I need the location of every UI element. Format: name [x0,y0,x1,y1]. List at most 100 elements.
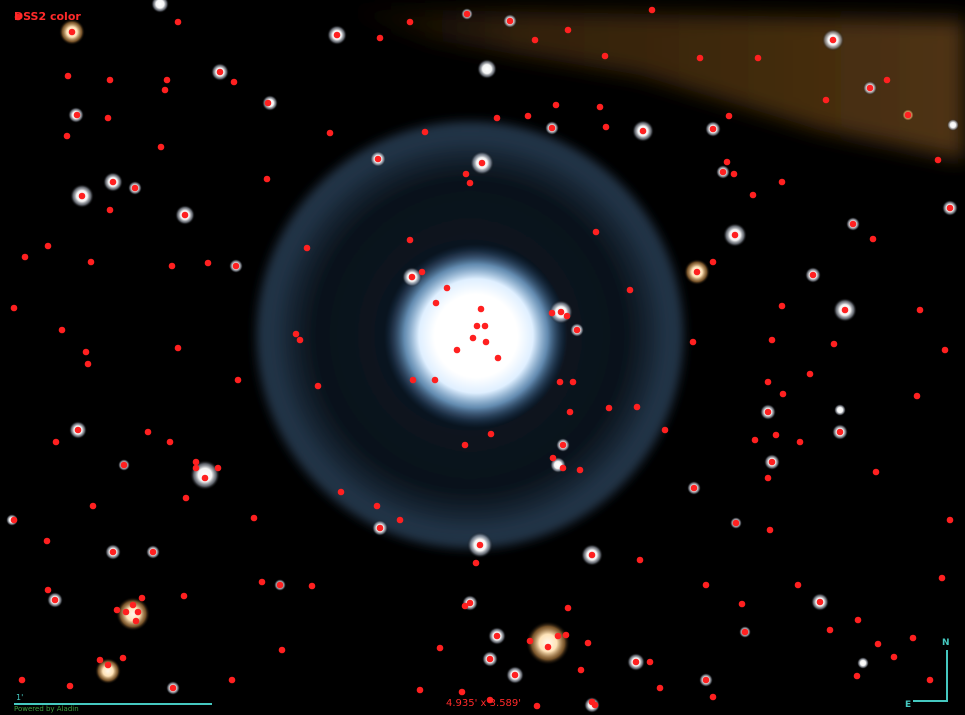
source-marker [374,155,382,163]
source-marker [723,158,731,166]
source-marker [263,175,271,183]
source-marker [461,602,469,610]
source-marker [754,54,762,62]
source-marker [702,676,710,684]
source-marker [109,548,117,556]
source-marker [10,516,18,524]
source-marker [934,156,942,164]
source-marker [132,617,140,625]
source-marker [96,656,104,664]
scale-bar-label: 1' [16,693,24,702]
source-marker [44,586,52,594]
source-marker [564,604,572,612]
source-marker [709,125,717,133]
source-marker [264,99,272,107]
source-marker [314,382,322,390]
source-marker [689,338,697,346]
source-marker [904,111,912,119]
source-marker [303,244,311,252]
source-marker [731,231,739,239]
source-marker [201,474,209,482]
source-marker [174,18,182,26]
source-marker [416,686,424,694]
source-marker [809,271,817,279]
source-marker [109,178,117,186]
source-marker [836,428,844,436]
source-marker [562,631,570,639]
compass: N E [905,638,961,712]
star [526,621,570,665]
source-marker [872,468,880,476]
source-marker [511,671,519,679]
source-marker [709,693,717,701]
compass-north-arrow [946,650,948,702]
source-marker [182,494,190,502]
source-marker [58,326,66,334]
source-marker [646,658,654,666]
source-marker [43,537,51,545]
source-marker [228,676,236,684]
source-marker [478,159,486,167]
source-marker [78,192,86,200]
source-marker [588,698,596,706]
source-marker [639,127,647,135]
source-marker [113,606,121,614]
source-marker [84,360,92,368]
source-marker [563,312,571,320]
source-marker [68,28,76,36]
source-marker [292,330,300,338]
source-marker [531,36,539,44]
source-marker [74,426,82,434]
source-marker [693,268,701,276]
source-marker [476,541,484,549]
source-marker [566,408,574,416]
source-marker [822,96,830,104]
source-marker [853,672,861,680]
source-marker [633,403,641,411]
source-marker [866,84,874,92]
source-marker [10,304,18,312]
source-marker [926,676,934,684]
source-marker [632,658,640,666]
source-marker [874,640,882,648]
source-marker [63,132,71,140]
field-of-view-label: 4.935' x 3.589' [446,698,522,709]
source-marker [588,551,596,559]
scale-bar [14,703,212,705]
source-marker [431,376,439,384]
compass-east-arrow [913,700,948,702]
source-marker [406,18,414,26]
source-marker [506,17,514,25]
source-marker [559,441,567,449]
source-marker [104,661,112,669]
source-marker [14,13,22,21]
source-marker [461,441,469,449]
source-marker [232,262,240,270]
star [95,658,121,684]
source-marker [841,306,849,314]
source-marker [89,502,97,510]
source-marker [443,284,451,292]
source-marker [766,526,774,534]
source-marker [52,438,60,446]
source-marker [596,103,604,111]
source-marker [605,404,613,412]
source-marker [549,454,557,462]
source-marker [883,76,891,84]
source-marker [656,684,664,692]
source-marker [192,464,200,472]
source-marker [725,112,733,120]
source-marker [577,666,585,674]
source-marker [204,259,212,267]
source-marker [463,10,471,18]
source-marker [738,600,746,608]
source-marker [87,258,95,266]
source-marker [276,581,284,589]
source-marker [554,632,562,640]
source-marker [376,34,384,42]
source-marker [337,488,345,496]
star [947,119,959,131]
source-marker [138,594,146,602]
source-marker [764,474,772,482]
